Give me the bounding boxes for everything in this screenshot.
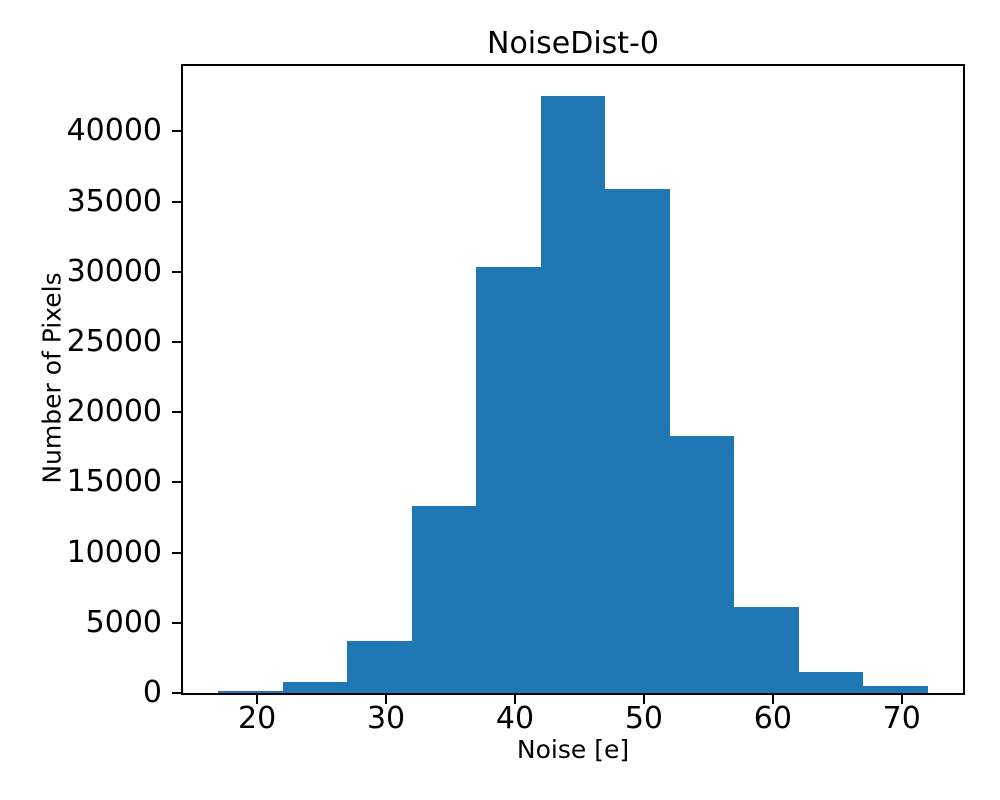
- chart-title: NoiseDist-0: [487, 26, 659, 61]
- x-tick: [385, 695, 388, 704]
- x-tick: [256, 695, 259, 704]
- y-tick: [172, 130, 181, 133]
- y-tick-label: 30000: [66, 253, 162, 289]
- histogram-bar: [218, 691, 283, 693]
- y-tick-label: 35000: [66, 183, 162, 219]
- y-tick: [172, 200, 181, 203]
- y-axis-label: Number of Pixels: [37, 272, 67, 484]
- plot-area: 20 30 40 50 60 70 0 5000 10000 15000 20000 25000 300…: [67, 64, 965, 734]
- histogram-bar: [669, 436, 735, 693]
- x-tick-label: 50: [624, 701, 663, 736]
- y-tick: [172, 692, 181, 694]
- y-tick: [172, 481, 181, 484]
- histogram-bar: [411, 506, 477, 693]
- x-axis-label: Noise [e]: [516, 735, 630, 764]
- x-tick-label: 30: [366, 701, 406, 736]
- x-tick-label: 60: [753, 701, 792, 736]
- histogram-bar: [863, 685, 928, 693]
- y-tick-label: 25000: [66, 324, 162, 359]
- y-tick: [172, 621, 181, 624]
- histogram-bar: [476, 266, 541, 693]
- y-tick-label: 5000: [85, 604, 162, 640]
- x-tick-label: 40: [495, 701, 535, 736]
- x-tick-label: 20: [238, 701, 277, 736]
- y-tick: [172, 341, 181, 343]
- histogram-bar: [605, 188, 670, 693]
- histogram-bar: [282, 682, 348, 693]
- histogram-bar: [734, 607, 799, 693]
- histogram-bar: [347, 641, 412, 693]
- x-tick-label: 70: [882, 701, 921, 736]
- histogram-bar: [540, 96, 606, 693]
- y-tick-label: 10000: [66, 534, 162, 570]
- y-tick-label: 0: [142, 675, 162, 710]
- y-tick: [172, 551, 181, 554]
- y-tick: [172, 270, 181, 273]
- x-tick: [900, 695, 903, 704]
- x-tick: [771, 695, 774, 704]
- y-tick-label: 15000: [66, 464, 162, 500]
- bars-layer: 20 30 40 50 60 70 0 5000 10000 15000 20000 25000 300…: [67, 66, 963, 734]
- y-tick: [172, 411, 181, 414]
- histogram-bar: [798, 671, 864, 693]
- y-tick-label: 20000: [66, 394, 162, 430]
- x-tick: [642, 695, 645, 704]
- y-tick-label: 40000: [66, 113, 162, 149]
- x-tick: [513, 695, 516, 704]
